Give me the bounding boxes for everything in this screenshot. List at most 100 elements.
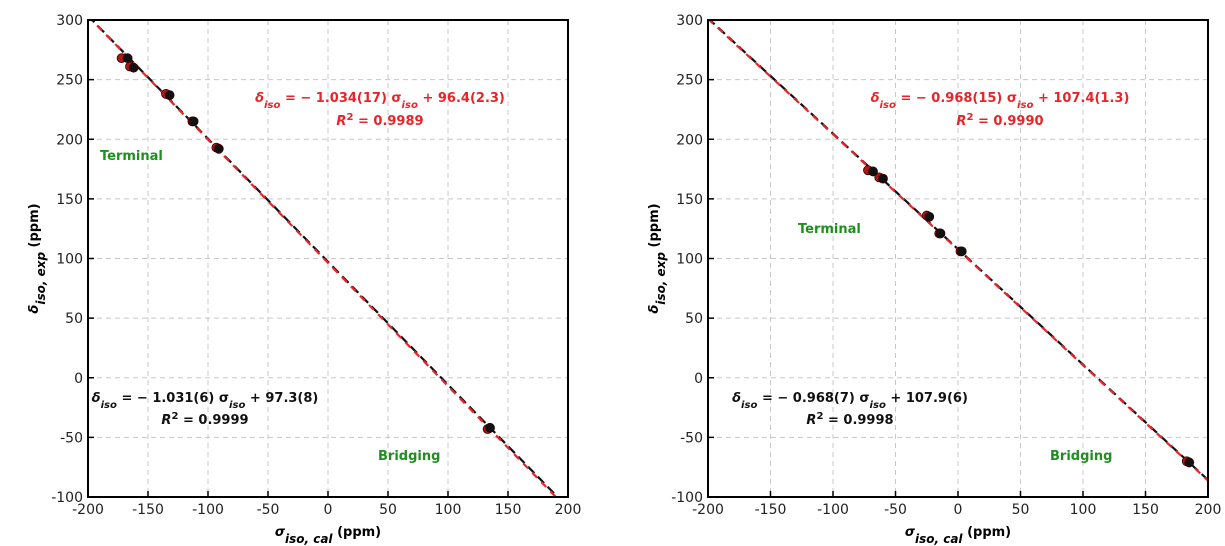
text-part: 2 bbox=[171, 411, 178, 422]
text-part: = 0.9990 bbox=[973, 114, 1043, 129]
annotation: δiso = − 0.968(7) σiso + 107.9(6) bbox=[732, 391, 968, 411]
y-tick-label: 0 bbox=[74, 371, 83, 387]
y-tick-label: 250 bbox=[676, 73, 703, 89]
text-part: δ bbox=[255, 91, 264, 106]
text-part: R bbox=[161, 413, 171, 428]
x-tick-label: 0 bbox=[954, 502, 963, 518]
annotation: R2 = 0.9998 bbox=[806, 411, 893, 429]
data-point bbox=[128, 62, 139, 73]
text-part: δ bbox=[647, 305, 662, 314]
text-part: σ bbox=[275, 525, 286, 540]
x-tick-label: 50 bbox=[1012, 502, 1030, 518]
annotation: δiso = − 0.968(15) σiso + 107.4(1.3) bbox=[871, 91, 1130, 111]
text-part: = − 1.034(17) σ bbox=[280, 91, 401, 106]
annotation: δiso = − 1.031(6) σiso + 97.3(8) bbox=[92, 391, 319, 411]
text-part: = 0.9989 bbox=[353, 114, 423, 129]
x-tick-label: 100 bbox=[435, 502, 462, 518]
text-part: + 107.9(6) bbox=[886, 391, 968, 406]
text-part: iso, exp bbox=[654, 252, 668, 305]
text-part: iso bbox=[880, 100, 896, 111]
annotation: Bridging bbox=[378, 449, 440, 464]
text-part: (ppm) bbox=[647, 203, 662, 252]
annotation: R2 = 0.9999 bbox=[161, 411, 248, 429]
text-part: Terminal bbox=[100, 149, 163, 164]
annotation: Bridging bbox=[1050, 449, 1112, 464]
data-point bbox=[213, 143, 224, 154]
text-part: σ bbox=[905, 525, 916, 540]
text-part: iso bbox=[402, 100, 418, 111]
x-tick-label: -50 bbox=[257, 502, 280, 518]
data-point bbox=[878, 173, 888, 184]
text-part: δ bbox=[92, 391, 101, 406]
text-part: = − 0.968(15) σ bbox=[896, 91, 1017, 106]
y-axis-label: δiso, exp (ppm) bbox=[27, 203, 48, 313]
panel: -200 -150 -100 -50 0 50 100 150 200 -100 -50 0 50 100… bbox=[27, 13, 581, 546]
text-part: = 0.9999 bbox=[178, 413, 248, 428]
text-part: (ppm) bbox=[27, 203, 42, 252]
x-tick-label: -150 bbox=[132, 502, 164, 518]
text-part: (ppm) bbox=[963, 525, 1012, 540]
text-part: iso bbox=[101, 400, 117, 411]
annotation: Terminal bbox=[798, 222, 861, 237]
data-point bbox=[122, 53, 133, 64]
x-tick-label: -200 bbox=[692, 502, 724, 518]
text-part: iso bbox=[870, 400, 886, 411]
text-part: iso, exp bbox=[34, 252, 48, 305]
data-point bbox=[1184, 457, 1195, 468]
x-tick-label: 0 bbox=[324, 502, 333, 518]
x-tick-label: 200 bbox=[1195, 502, 1222, 518]
y-tick-label: -100 bbox=[671, 490, 703, 506]
y-tick-label: -50 bbox=[60, 430, 83, 446]
text-part: δ bbox=[732, 391, 741, 406]
text-part: δ bbox=[27, 305, 42, 314]
text-part: Bridging bbox=[378, 449, 440, 464]
text-part: R bbox=[956, 114, 966, 129]
text-part: R bbox=[806, 413, 816, 428]
data-point bbox=[935, 228, 946, 239]
y-tick-label: -50 bbox=[680, 430, 703, 446]
text-part: Terminal bbox=[798, 222, 861, 237]
x-tick-label: -100 bbox=[817, 502, 849, 518]
y-tick-label: 200 bbox=[56, 132, 83, 148]
text-part: 2 bbox=[346, 112, 353, 123]
text-part: + 107.4(1.3) bbox=[1033, 91, 1129, 106]
y-tick-label: 200 bbox=[676, 132, 703, 148]
panel: -200 -150 -100 -50 0 50 100 150 200 -100 -50 0 50 100… bbox=[647, 13, 1221, 546]
text-part: + 96.4(2.3) bbox=[418, 91, 505, 106]
x-tick-label: -100 bbox=[192, 502, 224, 518]
annotation: Terminal bbox=[100, 149, 163, 164]
x-tick-label: 150 bbox=[1132, 502, 1159, 518]
x-tick-label: 200 bbox=[555, 502, 582, 518]
y-tick-label: 50 bbox=[65, 311, 83, 327]
text-part: 2 bbox=[816, 411, 823, 422]
data-point bbox=[188, 116, 199, 127]
plot-area bbox=[90, 20, 560, 497]
y-tick-label: 250 bbox=[56, 73, 83, 89]
y-tick-label: 0 bbox=[694, 371, 703, 387]
y-tick-label: 50 bbox=[685, 311, 703, 327]
text-part: = − 1.031(6) σ bbox=[117, 391, 229, 406]
text-part: iso bbox=[229, 400, 245, 411]
text-part: + 97.3(8) bbox=[245, 391, 318, 406]
text-part: Bridging bbox=[1050, 449, 1112, 464]
y-tick-label: 150 bbox=[56, 192, 83, 208]
x-tick-label: -50 bbox=[884, 502, 907, 518]
text-part: R bbox=[336, 114, 346, 129]
x-tick-label: 50 bbox=[379, 502, 397, 518]
annotation: R2 = 0.9989 bbox=[336, 112, 423, 130]
x-tick-label: 150 bbox=[495, 502, 522, 518]
text-part: iso bbox=[264, 100, 280, 111]
y-tick-label: -100 bbox=[51, 490, 83, 506]
plot-area bbox=[708, 20, 1208, 482]
text-part: iso, cal bbox=[285, 532, 333, 546]
plot-frame bbox=[707, 19, 1209, 498]
y-tick-label: 300 bbox=[676, 13, 703, 29]
x-axis-label: σiso, cal (ppm) bbox=[905, 525, 1011, 546]
y-tick-label: 150 bbox=[676, 192, 703, 208]
y-tick-label: 300 bbox=[56, 13, 83, 29]
data-point bbox=[924, 211, 935, 222]
x-tick-label: -150 bbox=[755, 502, 787, 518]
text-part: = − 0.968(7) σ bbox=[757, 391, 869, 406]
text-part: 2 bbox=[966, 112, 973, 123]
